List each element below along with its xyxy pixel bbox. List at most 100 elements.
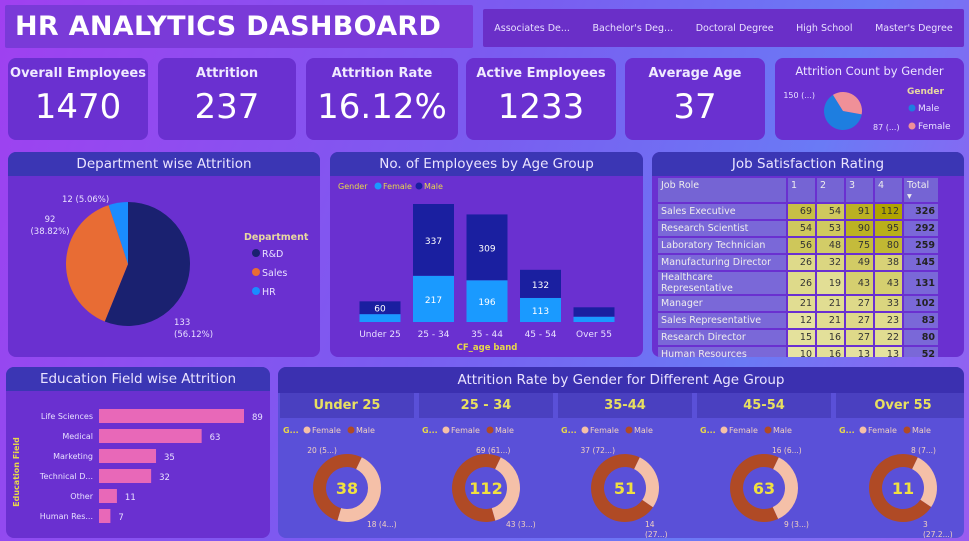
bar-male: [466, 214, 508, 281]
donut-slice-male: [869, 454, 932, 522]
bar: [99, 409, 244, 423]
data-label: (27...): [645, 530, 668, 538]
cell-job-role: Human Resources: [658, 347, 786, 357]
chart-title: Attrition Rate by Gender for Different A…: [278, 367, 964, 393]
dashboard-title: HR ANALYTICS DASHBOARD: [5, 5, 473, 48]
cell-rating-count: 38: [875, 255, 902, 270]
table-row: Research Director 15 16 27 22 80: [658, 330, 938, 345]
cell-rating-count: 54: [788, 221, 815, 236]
cell-rating-count: 22: [875, 330, 902, 345]
donut-slice-female: [634, 457, 659, 508]
legend-marker: [252, 249, 260, 257]
column-header[interactable]: 2: [817, 178, 844, 202]
cell-rating-count: 112: [875, 204, 902, 219]
column-header[interactable]: 4: [875, 178, 902, 202]
bar: [99, 449, 157, 463]
legend-marker: [486, 426, 494, 434]
donut-center-value: 38: [336, 479, 358, 498]
cell-rating-count: 75: [846, 238, 873, 253]
data-label: 20 (5...): [307, 446, 337, 455]
legend-label: Female: [383, 182, 412, 191]
pie-slice-female: [832, 92, 862, 115]
bar-female: [359, 314, 401, 322]
cell-job-role: Laboratory Technician: [658, 238, 786, 253]
kpi-label: Active Employees: [476, 66, 606, 81]
cell-job-role: Healthcare Representative: [658, 272, 786, 294]
cell-rating-count: 48: [817, 238, 844, 253]
legend-marker: [374, 182, 382, 190]
cell-job-role: Manager: [658, 296, 786, 311]
column-header[interactable]: Total ▾: [904, 178, 938, 202]
cell-rating-count: 21: [817, 296, 844, 311]
legend-title: Department: [244, 232, 309, 243]
cell-total: 326: [904, 204, 938, 219]
kpi-label: Average Age: [648, 66, 742, 81]
cell-total: 145: [904, 255, 938, 270]
legend-marker: [903, 426, 911, 434]
legend-marker: [720, 426, 728, 434]
bar-male: [359, 301, 401, 315]
data-label: 12 (5.06%): [62, 195, 109, 205]
x-tick-label: 45 - 54: [525, 330, 557, 340]
bar: [99, 509, 111, 523]
gender-pie-chart: 150 (...) 87 (...) Gender Male Female: [783, 87, 951, 132]
cell-rating-count: 69: [788, 204, 815, 219]
legend-title: G...: [422, 426, 438, 435]
bar: [99, 489, 117, 503]
bar-male: [573, 307, 615, 317]
data-label: 113: [532, 307, 549, 317]
donut-center-value: 112: [469, 479, 502, 498]
donut-center-value: 63: [753, 479, 775, 498]
legend-marker: [442, 426, 450, 434]
x-tick-label: 35 - 44: [471, 330, 503, 340]
cell-rating-count: 90: [846, 221, 873, 236]
data-label: 309: [478, 244, 495, 254]
pie-slice-hr: [108, 202, 128, 264]
cell-rating-count: 49: [846, 255, 873, 270]
slicer-item[interactable]: Bachelor's Deg...: [592, 22, 674, 34]
legend-title: G...: [839, 426, 855, 435]
legend-label: Male: [495, 426, 514, 435]
chart-title: No. of Employees by Age Group: [330, 152, 643, 176]
legend-title: G...: [700, 426, 716, 435]
age-group-header: 25 - 34: [419, 393, 553, 418]
age-group-header: Under 25: [280, 393, 414, 418]
donut-slice-male: [591, 454, 653, 522]
cell-rating-count: 53: [817, 221, 844, 236]
legend-title: Gender: [907, 87, 944, 97]
data-label: 32: [159, 473, 170, 483]
table-header-row: Job Role 1 2 3 4 Total ▾: [658, 178, 938, 202]
legend-label: Male: [918, 104, 940, 114]
legend-label: Female: [451, 426, 480, 435]
column-header[interactable]: 3: [846, 178, 873, 202]
kpi-value: 37: [673, 87, 717, 127]
kpi-value: 1470: [34, 87, 122, 127]
legend-marker: [581, 426, 589, 434]
slicer-item[interactable]: High School: [796, 22, 853, 34]
cell-rating-count: 80: [875, 238, 902, 253]
pie-slice-rnd: [104, 202, 191, 326]
column-header[interactable]: Job Role: [658, 178, 786, 202]
cell-rating-count: 33: [875, 296, 902, 311]
cell-rating-count: 95: [875, 221, 902, 236]
attrition-rate-age-card: Attrition Rate by Gender for Different A…: [278, 367, 964, 538]
slicer-item[interactable]: Master's Degree: [875, 22, 953, 34]
slicer-item[interactable]: Doctoral Degree: [695, 22, 774, 34]
cell-rating-count: 10: [788, 347, 815, 357]
data-label: 18 (4...): [367, 520, 397, 529]
cell-total: 83: [904, 313, 938, 328]
kpi-value: 1233: [497, 87, 585, 127]
x-tick-label: Over 55: [576, 330, 612, 340]
age-group-header: 45-54: [697, 393, 831, 418]
x-axis-label: CF_age band: [457, 343, 518, 353]
table-row: Laboratory Technician 56 48 75 80 259: [658, 238, 938, 253]
slicer-item[interactable]: Associates De...: [494, 22, 570, 34]
column-header[interactable]: 1: [788, 178, 815, 202]
cell-rating-count: 26: [788, 272, 815, 294]
kpi-active-employees: Active Employees 1233: [466, 58, 616, 140]
kpi-label: Attrition Rate: [331, 66, 433, 81]
cell-rating-count: 56: [788, 238, 815, 253]
legend-label: Male: [773, 426, 792, 435]
data-label: 89: [252, 413, 263, 423]
kpi-attrition: Attrition 237: [158, 58, 296, 140]
